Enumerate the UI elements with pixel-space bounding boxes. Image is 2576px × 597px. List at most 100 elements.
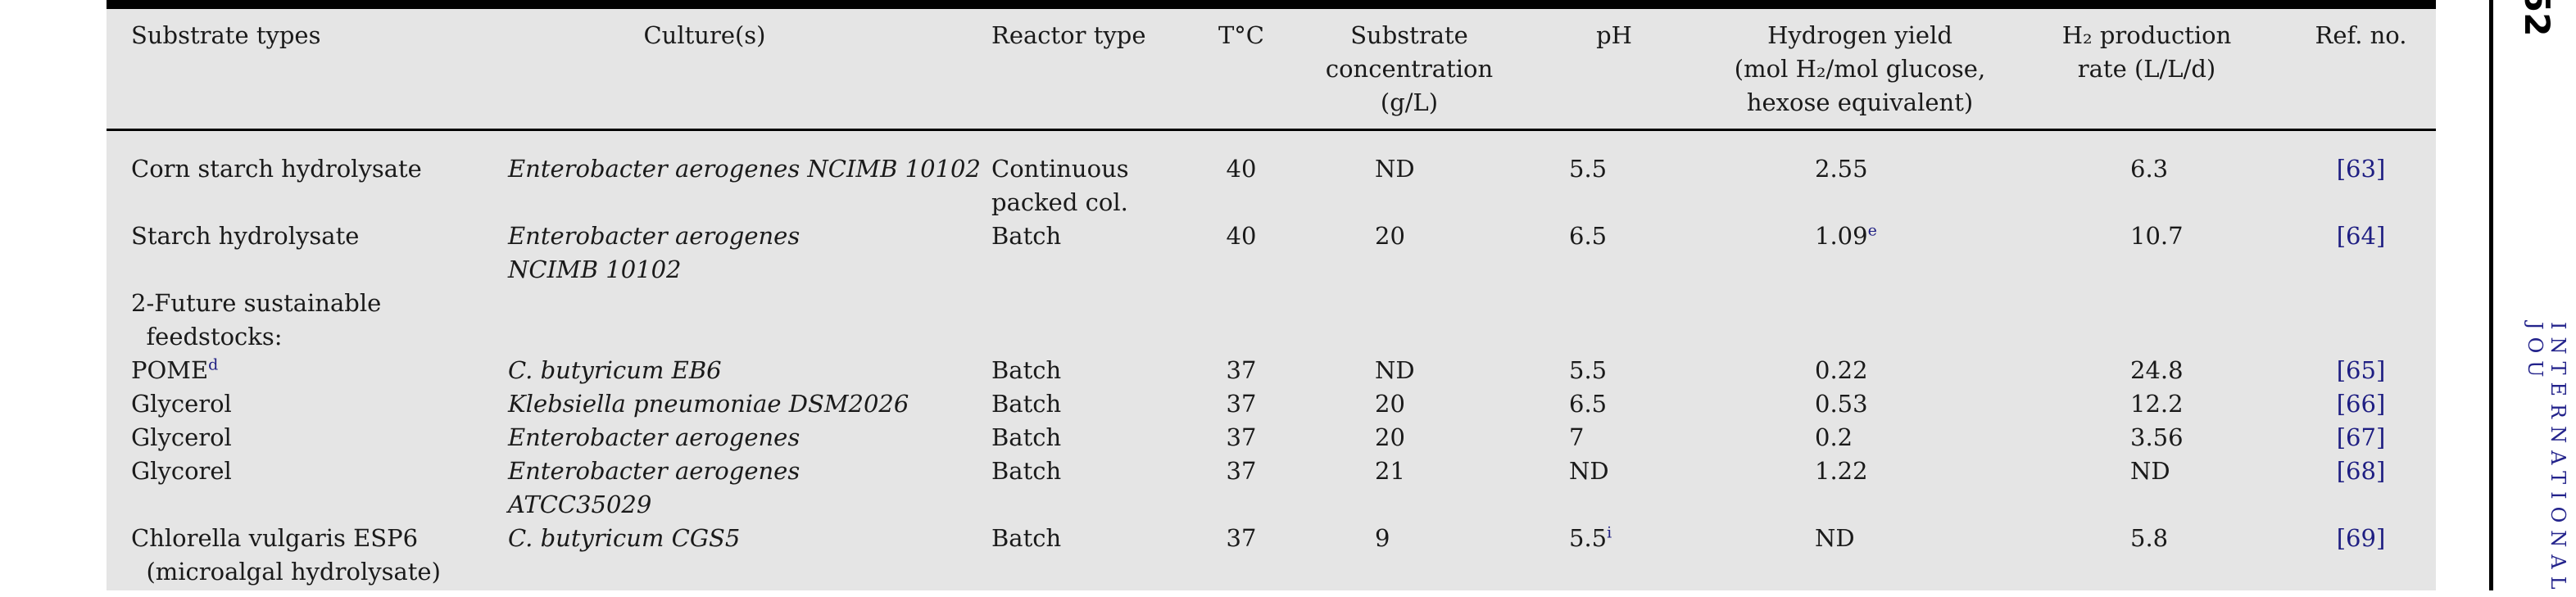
ph-cell: 6.5 (1540, 387, 1712, 421)
reactor-type-text: Batch (991, 457, 1062, 485)
culture-text: C. butyricum EB6 (508, 356, 722, 384)
hydrogen-yield-cell: 2.55 (1712, 130, 2007, 220)
culture-cell: Enterobacter aerogenes ATCC35029 (508, 455, 991, 522)
reference-link[interactable]: [63] (2336, 155, 2386, 183)
substrate-text: Glycorel (131, 457, 232, 485)
ref-no-cell: [63] (2286, 130, 2436, 220)
culture-cell: Enterobacter aerogenes NCIMB 10102 (508, 219, 991, 287)
reference-link[interactable]: [65] (2336, 356, 2386, 384)
temperature-cell: 40 (1204, 219, 1278, 287)
ph-text: ND (1569, 457, 1609, 485)
substrate-concentration-cell: 20 (1278, 219, 1540, 287)
hydrogen-yield-text: 1.22 (1815, 457, 1868, 485)
culture-cell: Klebsiella pneumoniae DSM2026 (508, 387, 991, 421)
reactor-type-cell (991, 287, 1204, 354)
h2-production-rate-text: 5.8 (2130, 524, 2169, 552)
substrate-concentration-text: ND (1375, 356, 1415, 384)
column-header-reactor-type: Reactor type (991, 9, 1204, 131)
h2-production-rate-cell (2007, 287, 2286, 354)
ref-no-cell: [64] (2286, 219, 2436, 287)
substrate-cell: Glycerol (107, 387, 508, 421)
substrate-concentration-cell: 9 (1278, 522, 1540, 589)
substrate-concentration-text: 21 (1375, 457, 1405, 485)
table-row: POMEd C. butyricum EB6 Batch 37 ND 5.5 0… (107, 354, 2436, 387)
reference-link[interactable]: [64] (2336, 222, 2386, 250)
hydrogen-yield-text: 0.2 (1815, 423, 1853, 451)
reactor-type-cell: Batch (991, 455, 1204, 522)
temperature-cell: 37 (1204, 455, 1278, 522)
ref-no-cell: [69] (2286, 522, 2436, 589)
ph-text: 6.5 (1569, 390, 1608, 418)
ref-no-cell: [66] (2286, 387, 2436, 421)
reactor-type-cell: Batch (991, 387, 1204, 421)
substrate-concentration-cell: 20 (1278, 421, 1540, 455)
temperature-text: 37 (1226, 457, 1257, 485)
substrate-text: POME (131, 356, 209, 384)
hydrogen-yield-text: 0.22 (1815, 356, 1868, 384)
temperature-text: 37 (1226, 356, 1257, 384)
culture-text: Enterobacter aerogenes ATCC35029 (508, 457, 800, 518)
column-header-temperature: T°C (1204, 9, 1278, 131)
table-row: 2-Future sustainable feedstocks: (107, 287, 2436, 354)
temperature-cell: 37 (1204, 387, 1278, 421)
temperature-cell: 40 (1204, 130, 1278, 220)
reactor-type-text: Batch (991, 356, 1062, 384)
h2-production-rate-text: 12.2 (2130, 390, 2184, 418)
table-row: Chlorella vulgaris ESP6 (microalgal hydr… (107, 522, 2436, 589)
substrate-concentration-text: 20 (1375, 423, 1405, 451)
substrate-cell: 2-Future sustainable feedstocks: (107, 287, 508, 354)
substrate-cell: POMEd (107, 354, 508, 387)
ph-text: 6.5 (1569, 222, 1608, 250)
footnote-link[interactable]: e (1867, 221, 1877, 240)
column-header-hydrogen-yield: Hydrogen yield (mol H₂/mol glucose, hexo… (1712, 9, 2007, 131)
footnote-link[interactable]: d (208, 355, 219, 374)
journal-name-vertical: INTERNATIONAL JOU (2524, 322, 2569, 597)
ref-no-cell: [67] (2286, 421, 2436, 455)
substrates-table: Substrate types Culture(s) Reactor type … (107, 9, 2436, 589)
column-header-substrate-types: Substrate types (107, 9, 508, 131)
table-body: Corn starch hydrolysate Enterobacter aer… (107, 130, 2436, 590)
ph-text: 5.5 (1569, 155, 1608, 183)
ph-cell (1540, 287, 1712, 354)
substrate-cell: Glycorel (107, 455, 508, 522)
column-header-h2-production-rate: H₂ production rate (L/L/d) (2007, 9, 2286, 131)
substrate-concentration-text: 9 (1375, 524, 1390, 552)
column-header-ref-no: Ref. no. (2286, 9, 2436, 131)
culture-text: Enterobacter aerogenes (508, 423, 800, 451)
hydrogen-yield-cell: 0.53 (1712, 387, 2007, 421)
reactor-type-text: Batch (991, 423, 1062, 451)
substrate-concentration-cell: 21 (1278, 455, 1540, 522)
ph-text: 7 (1569, 423, 1585, 451)
hydrogen-yield-cell: 0.22 (1712, 354, 2007, 387)
table-row: Starch hydrolysate Enterobacter aerogene… (107, 219, 2436, 287)
page-number: 52 (2517, 0, 2557, 37)
culture-cell: C. butyricum CGS5 (508, 522, 991, 589)
reference-link[interactable]: [68] (2336, 457, 2386, 485)
hydrogen-yield-cell: 1.09e (1712, 219, 2007, 287)
reference-link[interactable]: [66] (2336, 390, 2386, 418)
reference-link[interactable]: [69] (2336, 524, 2386, 552)
ph-cell: 5.5 (1540, 130, 1712, 220)
table-row: Glycorel Enterobacter aerogenes ATCC3502… (107, 455, 2436, 522)
table-row: Glycerol Klebsiella pneumoniae DSM2026 B… (107, 387, 2436, 421)
h2-production-rate-cell: 6.3 (2007, 130, 2286, 220)
h2-production-rate-cell: 24.8 (2007, 354, 2286, 387)
hydrogen-yield-cell (1712, 287, 2007, 354)
substrate-concentration-cell: ND (1278, 130, 1540, 220)
substrate-cell: Glycerol (107, 421, 508, 455)
temperature-text: 37 (1226, 390, 1257, 418)
hydrogen-yield-text: ND (1815, 524, 1855, 552)
footnote-link[interactable]: i (1607, 523, 1612, 542)
reference-link[interactable]: [67] (2336, 423, 2386, 451)
substrate-text: Glycerol (131, 423, 232, 451)
reactor-type-cell: Batch (991, 522, 1204, 589)
temperature-cell (1204, 287, 1278, 354)
substrate-concentration-cell (1278, 287, 1540, 354)
substrate-text: Corn starch hydrolysate (131, 155, 422, 183)
temperature-text: 40 (1226, 155, 1257, 183)
h2-production-rate-cell: 5.8 (2007, 522, 2286, 589)
temperature-cell: 37 (1204, 421, 1278, 455)
h2-production-rate-text: 3.56 (2130, 423, 2184, 451)
table-header: Substrate types Culture(s) Reactor type … (107, 9, 2436, 131)
ph-cell: ND (1540, 455, 1712, 522)
